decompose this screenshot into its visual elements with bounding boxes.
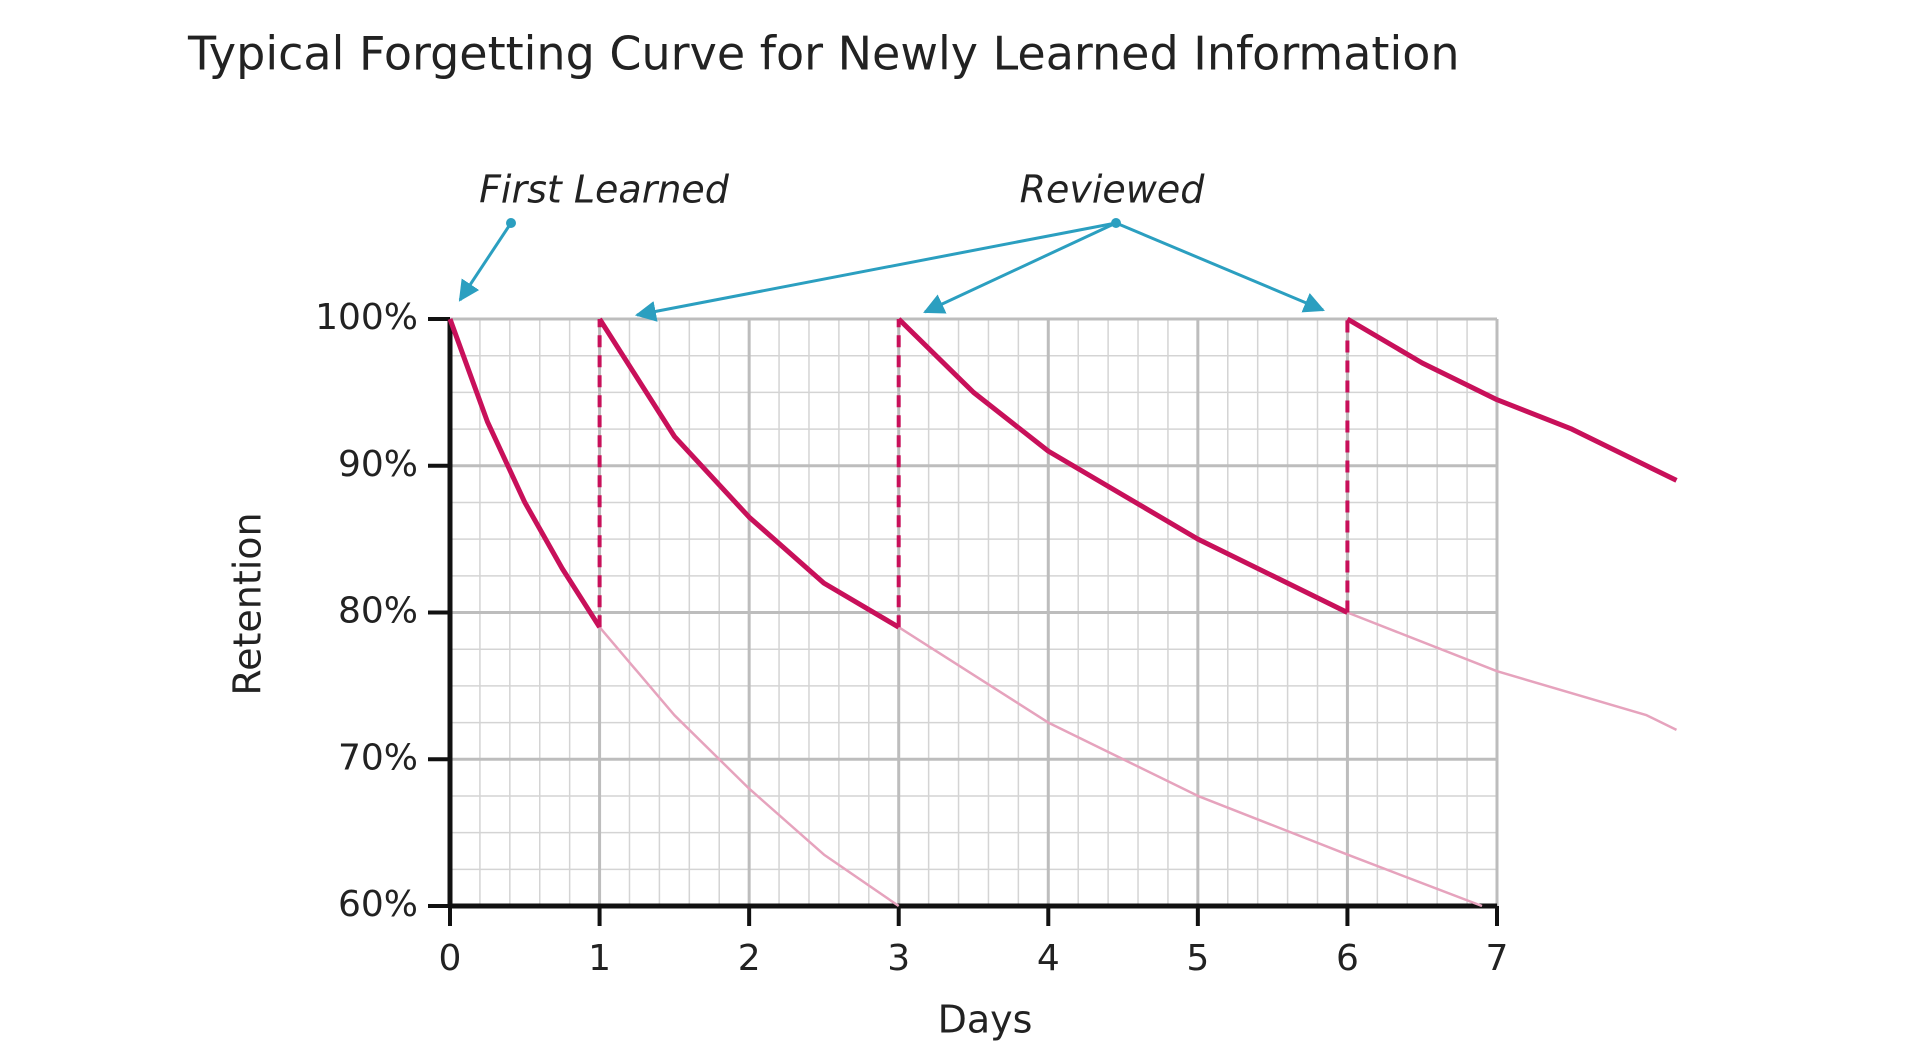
x-tick-label: 4 <box>1037 938 1060 979</box>
x-tick-label: 0 <box>439 938 462 979</box>
annotation-arrows <box>458 221 1325 322</box>
arrow-origin <box>1111 218 1121 228</box>
x-tick-label: 5 <box>1186 938 1209 979</box>
arrow <box>458 222 513 302</box>
plot <box>447 316 1678 908</box>
line-series <box>598 611 1678 908</box>
line-series <box>447 316 1678 630</box>
grid <box>428 317 1499 926</box>
x-tick-label: 3 <box>887 938 910 979</box>
x-tick-label: 1 <box>588 938 611 979</box>
y-tick-label: 100% <box>315 297 418 338</box>
y-axis-label: Retention <box>226 512 270 695</box>
x-axis-label: Days <box>938 998 1033 1042</box>
line-series <box>597 319 1350 628</box>
y-tick-label: 90% <box>338 444 418 485</box>
annotation: First Learned <box>479 168 730 212</box>
x-tick-label: 6 <box>1336 938 1359 979</box>
annotation: Reviewed <box>1020 168 1206 212</box>
chart-title: Typical Forgetting Curve for Newly Learn… <box>187 27 1460 81</box>
arrow <box>1115 221 1325 313</box>
arrow <box>634 221 1117 322</box>
y-tick-label: 80% <box>338 591 418 632</box>
x-tick-label: 2 <box>738 938 761 979</box>
arrow-origin <box>506 218 516 228</box>
arrow-origins <box>506 218 1121 228</box>
x-tick-label: 7 <box>1486 938 1509 979</box>
y-tick-label: 60% <box>338 884 418 925</box>
y-tick-label: 70% <box>338 737 418 778</box>
arrow <box>923 221 1117 314</box>
